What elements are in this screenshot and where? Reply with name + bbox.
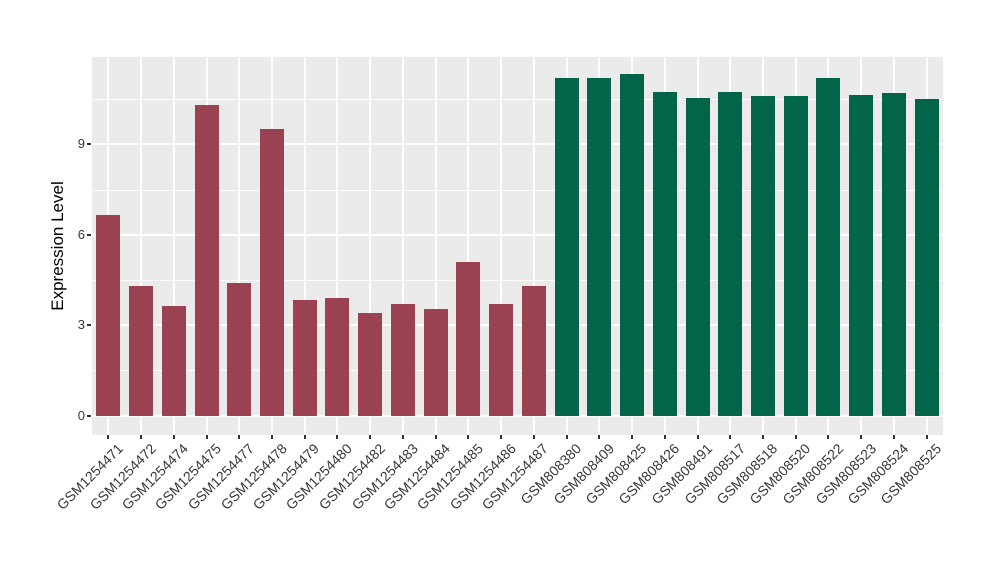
x-axis-tick <box>729 435 732 439</box>
bar <box>260 129 285 416</box>
minor-gridline <box>92 370 943 372</box>
y-axis-tick <box>87 233 91 236</box>
vertical-gridline <box>172 57 175 435</box>
vertical-gridline <box>532 57 535 435</box>
x-axis-tick <box>369 435 372 439</box>
y-tick-label: 0 <box>77 407 85 423</box>
x-axis-tick <box>172 435 175 439</box>
x-axis-tick <box>336 435 339 439</box>
x-axis-tick <box>500 435 503 439</box>
x-axis-tick <box>401 435 404 439</box>
x-axis-tick <box>827 435 830 439</box>
minor-gridline <box>92 189 943 191</box>
plot-panel <box>92 57 943 435</box>
major-gridline <box>92 414 943 417</box>
x-axis-tick <box>892 435 895 439</box>
x-axis-tick <box>631 435 634 439</box>
x-axis-tick <box>107 435 110 439</box>
vertical-gridline <box>369 57 372 435</box>
vertical-gridline <box>303 57 306 435</box>
bar <box>783 96 808 416</box>
bar <box>161 305 186 416</box>
bar <box>849 94 874 416</box>
minor-gridline <box>92 99 943 101</box>
bar <box>423 308 448 416</box>
x-axis-tick <box>434 435 437 439</box>
bar <box>652 91 677 416</box>
bar <box>96 215 121 416</box>
x-axis-tick <box>140 435 143 439</box>
x-axis-tick <box>565 435 568 439</box>
x-axis-tick <box>925 435 928 439</box>
bar <box>325 298 350 416</box>
bar <box>750 96 775 416</box>
major-gridline <box>92 324 943 327</box>
bar <box>718 91 743 416</box>
bar <box>227 282 252 416</box>
bar <box>587 78 612 416</box>
vertical-gridline <box>336 57 339 435</box>
bar <box>456 261 481 416</box>
bar <box>358 313 383 416</box>
y-tick-label: 3 <box>77 317 85 333</box>
vertical-gridline <box>434 57 437 435</box>
x-axis-tick <box>238 435 241 439</box>
major-gridline <box>92 233 943 236</box>
bar <box>521 285 546 416</box>
minor-gridline <box>92 279 943 281</box>
x-axis-tick <box>794 435 797 439</box>
major-gridline <box>92 143 943 146</box>
bar <box>620 73 645 416</box>
y-axis-tick <box>87 143 91 146</box>
x-axis-tick <box>303 435 306 439</box>
y-axis-tick <box>87 324 91 327</box>
x-axis-tick <box>860 435 863 439</box>
y-axis-title: Expression Level <box>48 181 67 311</box>
x-axis-tick <box>598 435 601 439</box>
x-axis-tick <box>205 435 208 439</box>
x-axis-tick <box>696 435 699 439</box>
x-axis-tick <box>761 435 764 439</box>
bar <box>489 304 514 416</box>
x-axis-tick <box>663 435 666 439</box>
bar <box>881 93 906 416</box>
vertical-gridline <box>401 57 404 435</box>
bar <box>685 97 710 416</box>
bar <box>194 105 219 416</box>
y-tick-label: 6 <box>77 226 85 242</box>
vertical-gridline <box>467 57 470 435</box>
x-axis-tick <box>532 435 535 439</box>
bar <box>816 78 841 416</box>
x-axis-tick <box>467 435 470 439</box>
y-axis-tick <box>87 414 91 417</box>
bar <box>390 304 415 416</box>
y-tick-label: 9 <box>77 136 85 152</box>
bar <box>292 299 317 416</box>
bar <box>129 285 154 416</box>
vertical-gridline <box>238 57 241 435</box>
vertical-gridline <box>140 57 143 435</box>
x-axis-tick <box>271 435 274 439</box>
vertical-gridline <box>500 57 503 435</box>
bar <box>914 99 939 416</box>
bar <box>554 78 579 416</box>
